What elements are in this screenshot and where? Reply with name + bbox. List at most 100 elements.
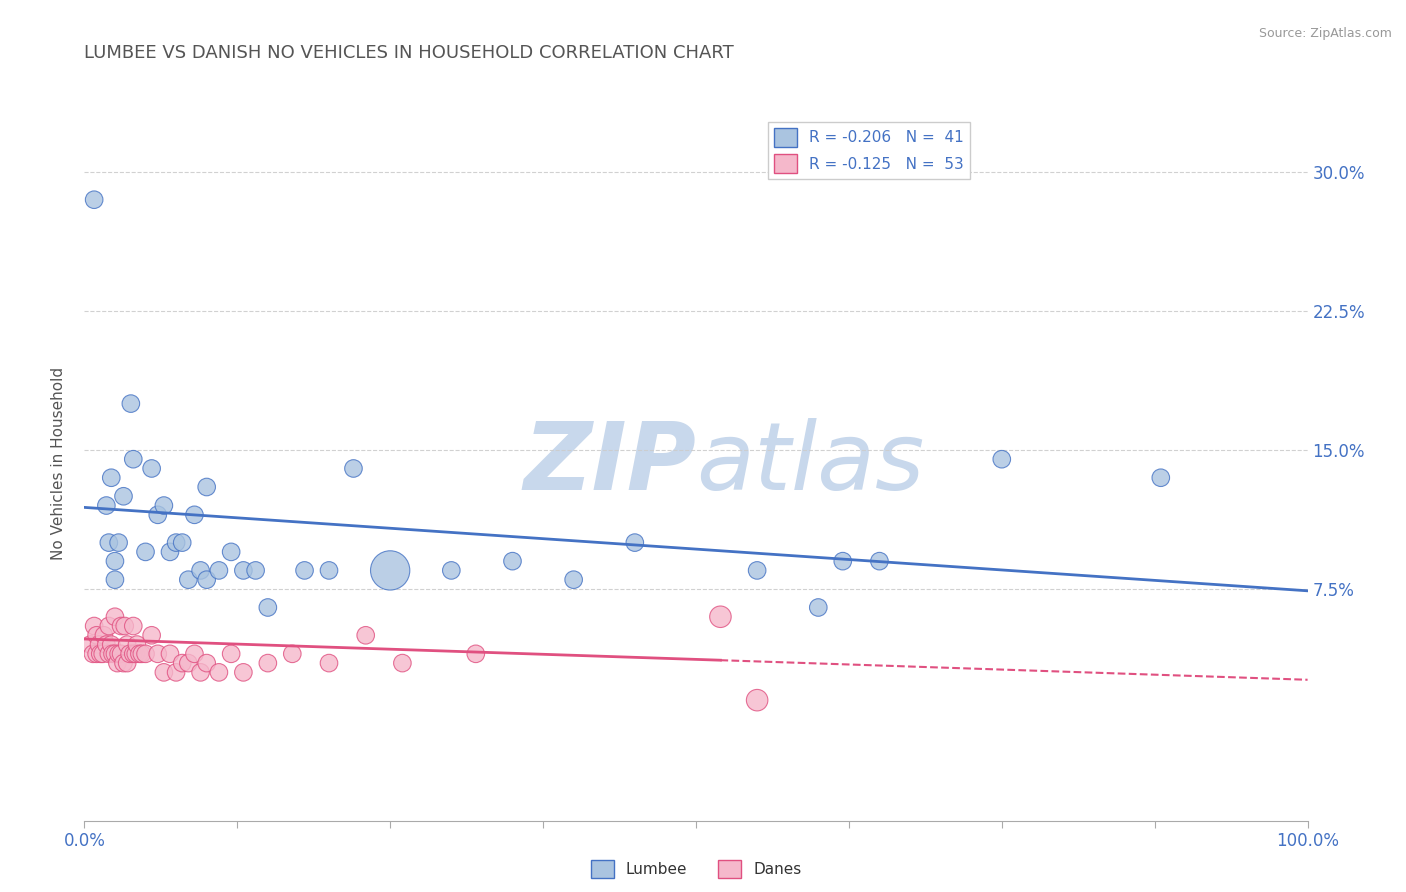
Point [83,193,105,207]
Point [110,619,132,633]
Point [97,619,120,633]
Point [146,647,169,661]
Point [709,609,731,624]
Point [122,619,145,633]
Point [114,619,136,633]
Point [91,647,114,661]
Point [104,647,127,661]
Point [100,638,122,652]
Point [107,647,129,661]
Point [318,563,340,577]
Point [101,647,124,661]
Point [807,600,830,615]
Point [869,554,891,568]
Point [159,647,181,661]
Point [115,638,138,652]
Point [135,647,157,661]
Point [391,656,413,670]
Point [153,499,176,513]
Point [110,647,132,661]
Point [624,535,647,549]
Point [125,638,148,652]
Point [172,535,194,549]
Point [104,609,127,624]
Y-axis label: No Vehicles in Household: No Vehicles in Household [51,368,66,560]
Point [97,647,120,661]
Point [183,508,205,522]
Point [112,489,135,503]
Point [232,563,254,577]
Point [131,647,153,661]
Point [122,452,145,467]
Point [135,545,157,559]
Point [96,499,118,513]
Point [118,647,141,661]
Point [257,656,280,670]
Point [177,656,200,670]
Point [125,647,148,661]
Point [141,628,163,642]
Point [146,508,169,522]
Point [177,573,200,587]
Point [991,452,1014,467]
Point [354,628,377,642]
Point [107,535,129,549]
Point [208,563,231,577]
Point [104,573,127,587]
Point [464,647,486,661]
Point [153,665,176,680]
Point [440,563,463,577]
Point [219,647,242,661]
Point [281,647,304,661]
Text: atlas: atlas [696,418,924,509]
Point [165,665,187,680]
Point [380,563,402,577]
Point [100,471,122,485]
Point [1150,471,1173,485]
Point [96,638,118,652]
Point [342,461,364,475]
Legend: Lumbee, Danes: Lumbee, Danes [585,854,807,884]
Point [115,656,138,670]
Point [172,656,194,670]
Point [89,647,111,661]
Point [245,563,267,577]
Point [104,554,127,568]
Point [87,638,110,652]
Point [112,656,135,670]
Point [128,647,150,661]
Point [747,693,769,707]
Point [86,647,108,661]
Point [159,545,181,559]
Point [183,647,205,661]
Point [120,396,142,410]
Point [190,665,212,680]
Text: ZIP: ZIP [523,417,696,510]
Text: LUMBEE VS DANISH NO VEHICLES IN HOUSEHOLD CORRELATION CHART: LUMBEE VS DANISH NO VEHICLES IN HOUSEHOL… [84,45,734,62]
Point [97,535,120,549]
Point [82,647,104,661]
Text: Source: ZipAtlas.com: Source: ZipAtlas.com [1258,27,1392,40]
Point [195,480,218,494]
Point [257,600,280,615]
Point [195,573,218,587]
Point [190,563,212,577]
Point [502,554,524,568]
Point [831,554,853,568]
Point [93,628,115,642]
Point [79,638,101,652]
Point [219,545,242,559]
Point [562,573,585,587]
Point [318,656,340,670]
Point [232,665,254,680]
Point [141,461,163,475]
Point [86,628,108,642]
Point [105,656,128,670]
Point [83,619,105,633]
Point [747,563,769,577]
Point [208,665,231,680]
Point [195,656,218,670]
Point [165,535,187,549]
Point [122,647,145,661]
Point [294,563,316,577]
